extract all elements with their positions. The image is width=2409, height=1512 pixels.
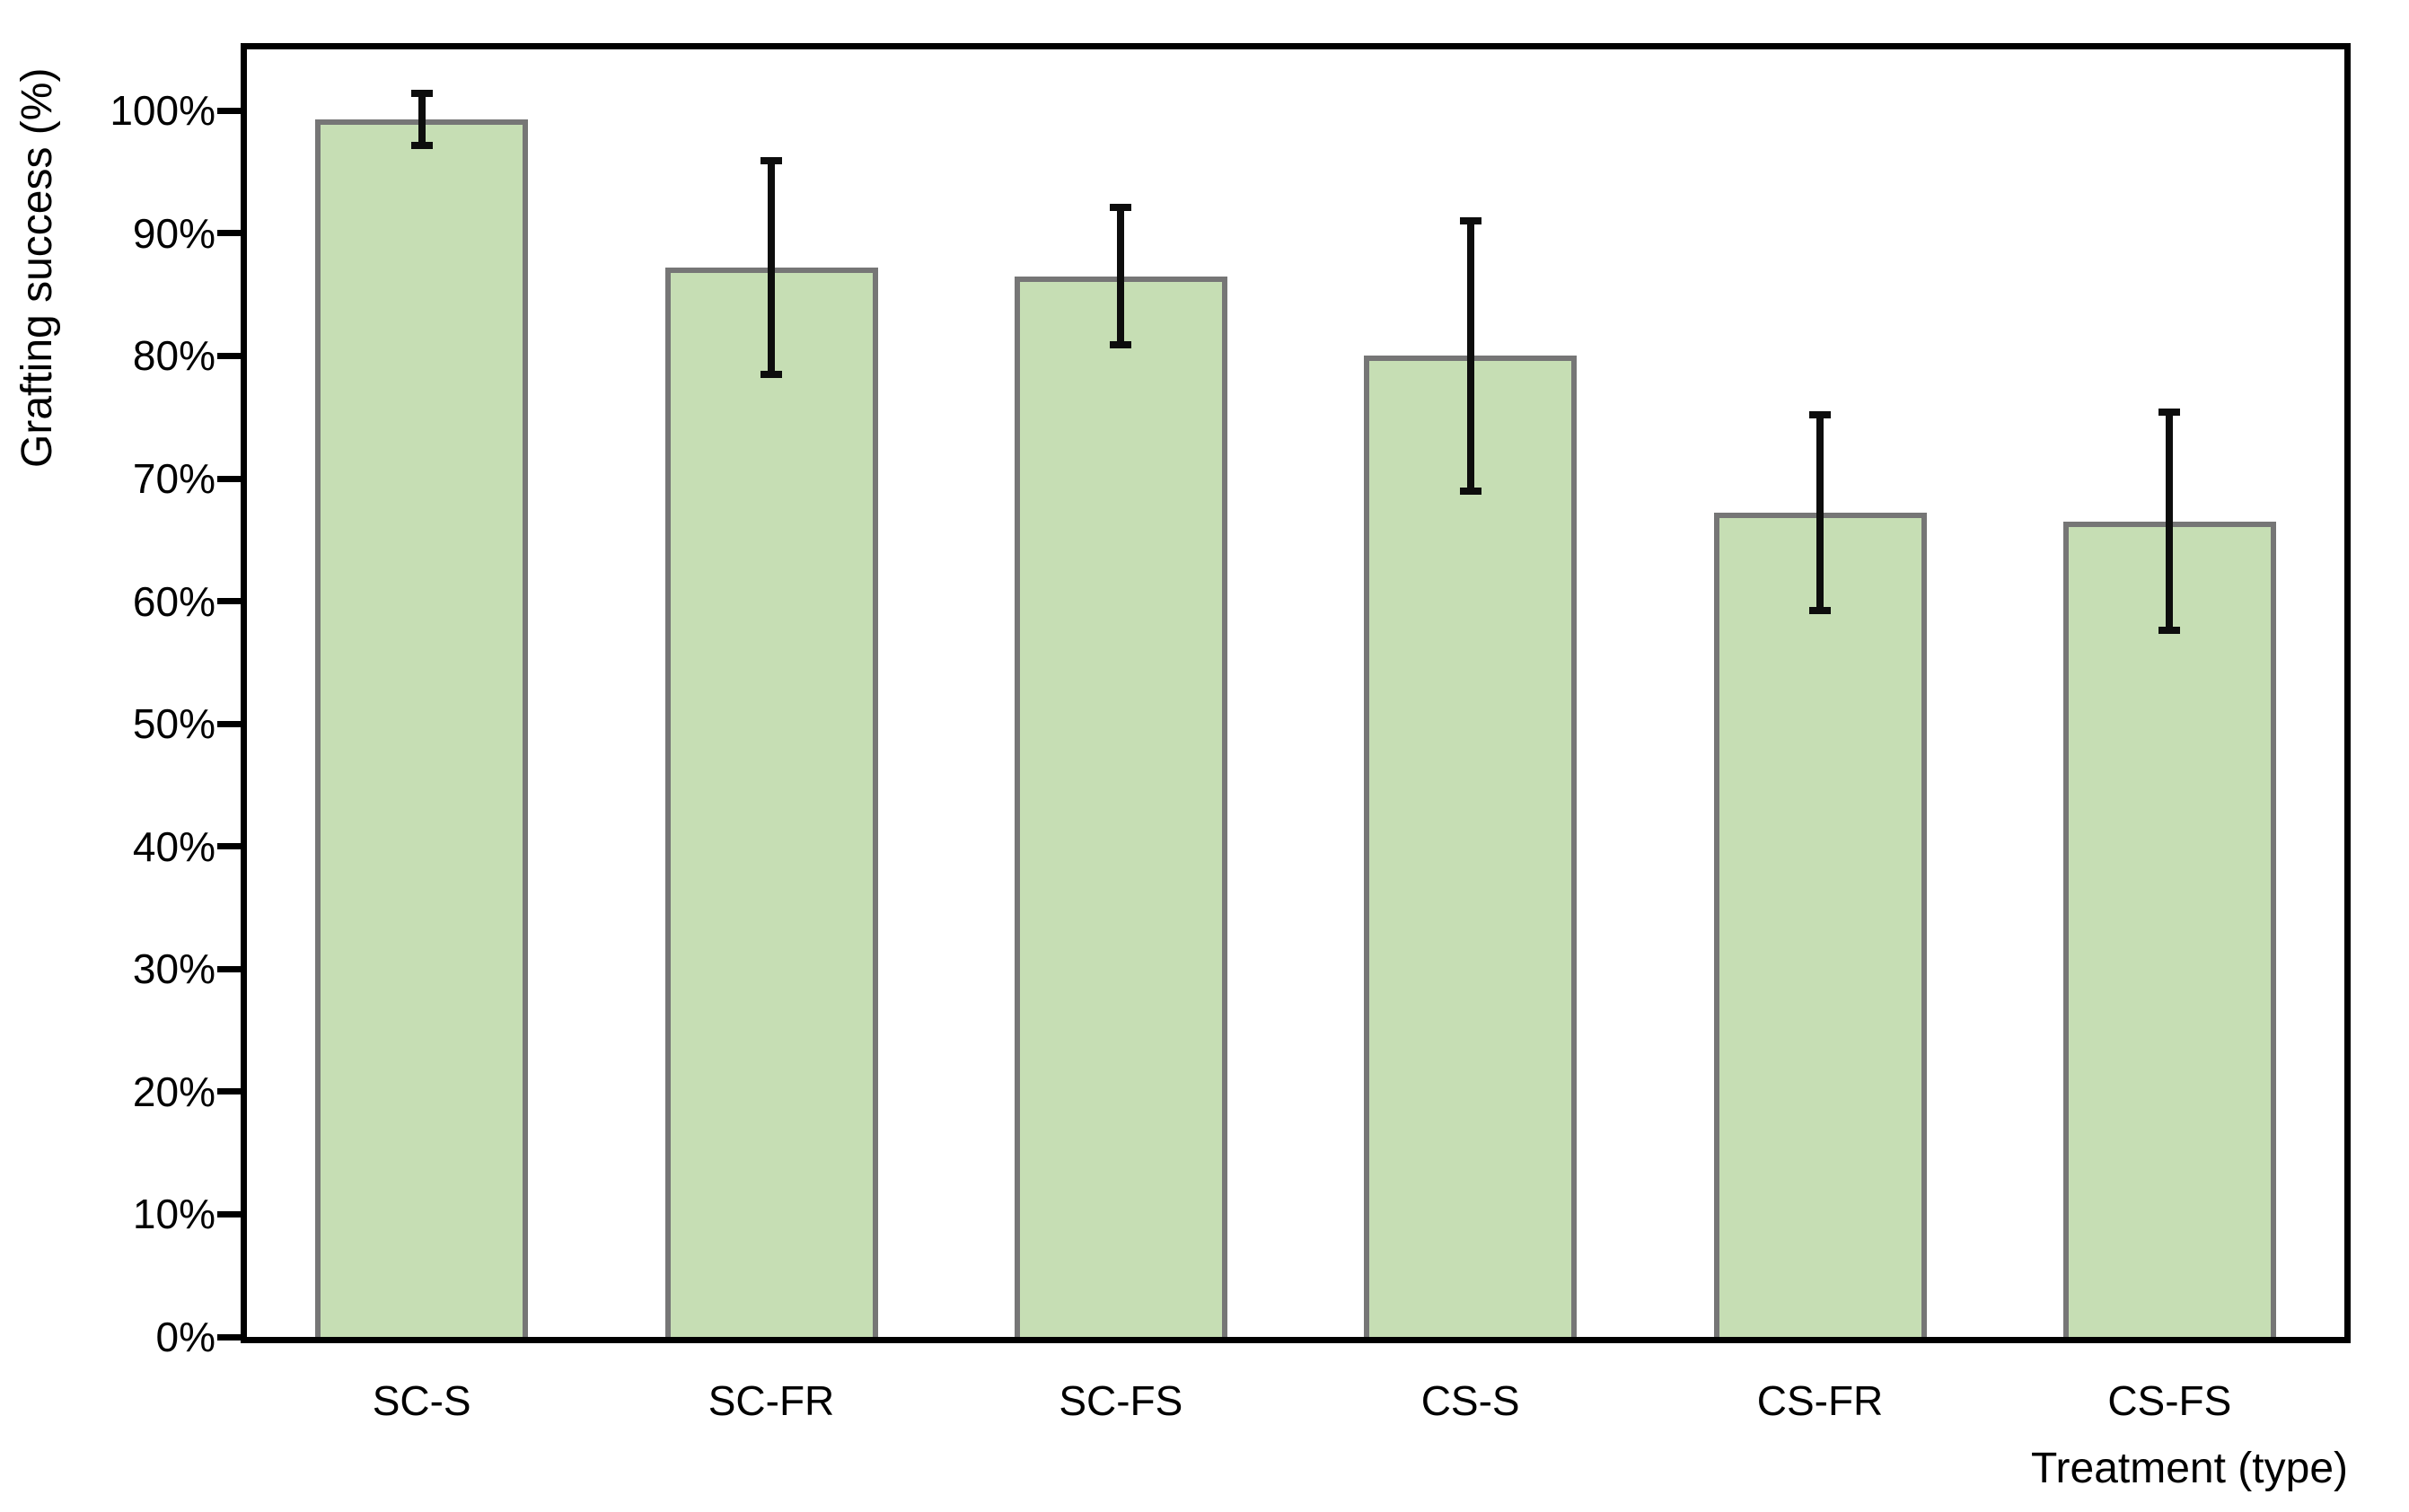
y-axis-tick bbox=[217, 843, 241, 850]
y-axis-tick bbox=[217, 598, 241, 605]
y-axis-tick-label: 50% bbox=[132, 700, 215, 748]
error-bar-line bbox=[2166, 412, 2174, 631]
y-axis-tick bbox=[217, 352, 241, 359]
plot-area bbox=[241, 43, 2351, 1343]
bar-cs-s bbox=[1364, 356, 1578, 1337]
error-bar-cap-bottom bbox=[410, 141, 433, 149]
x-axis-category-label: CS-FR bbox=[1756, 1377, 1884, 1424]
y-axis-tick bbox=[217, 230, 241, 237]
y-axis-tick bbox=[217, 1210, 241, 1218]
error-bar-line bbox=[1466, 221, 1474, 491]
x-axis-category-label: SC-FR bbox=[708, 1377, 835, 1424]
y-axis-tick bbox=[217, 107, 241, 114]
y-axis-tick-label: 40% bbox=[132, 822, 215, 870]
y-axis-tick-label: 10% bbox=[132, 1191, 215, 1238]
y-axis-tick bbox=[217, 720, 241, 727]
x-axis-title: Treatment (type) bbox=[2031, 1445, 2348, 1492]
error-bar-cap-bottom bbox=[761, 370, 782, 378]
y-axis-tick-label: 30% bbox=[132, 945, 215, 993]
error-bar-cap-top bbox=[1809, 410, 1831, 418]
y-axis-tick-label: 0% bbox=[155, 1314, 215, 1360]
y-axis-tick bbox=[217, 1333, 241, 1341]
error-bar-cap-top bbox=[761, 157, 782, 165]
error-bar-line bbox=[1816, 414, 1824, 611]
y-axis-tick-label: 70% bbox=[132, 455, 215, 502]
y-axis-tick bbox=[217, 1088, 241, 1095]
error-bar-cap-top bbox=[410, 90, 433, 98]
x-axis-category-label: SC-FS bbox=[1059, 1377, 1183, 1424]
y-axis-tick-label: 100% bbox=[110, 87, 215, 135]
error-bar-line bbox=[768, 161, 775, 374]
bar-sc-fs bbox=[1014, 276, 1227, 1337]
x-axis-category-label: SC-S bbox=[372, 1377, 471, 1424]
x-axis-category-label: CS-FS bbox=[2107, 1377, 2232, 1424]
bar-sc-s bbox=[315, 119, 529, 1337]
error-bar-cap-top bbox=[1110, 204, 1132, 212]
y-axis-tick-label: 80% bbox=[132, 332, 215, 380]
error-bar-cap-top bbox=[1459, 217, 1481, 225]
error-bar-cap-bottom bbox=[1809, 607, 1831, 615]
y-axis-tick-label: 90% bbox=[132, 209, 215, 257]
error-bar-cap-top bbox=[2158, 409, 2181, 417]
x-axis-category-label: CS-S bbox=[1420, 1377, 1520, 1424]
bar-sc-fr bbox=[664, 268, 878, 1337]
y-axis-tick bbox=[217, 475, 241, 482]
error-bar-cap-bottom bbox=[1459, 487, 1481, 495]
y-axis-tick-label: 60% bbox=[132, 577, 215, 625]
error-bar-line bbox=[418, 93, 426, 145]
error-bar-line bbox=[1117, 207, 1125, 346]
error-bar-cap-bottom bbox=[2158, 627, 2181, 635]
y-axis-tick bbox=[217, 965, 241, 972]
bar-cs-fr bbox=[1713, 513, 1927, 1337]
error-bar-cap-bottom bbox=[1110, 341, 1132, 349]
bar-cs-fs bbox=[2062, 521, 2276, 1337]
y-axis-tick-label: 20% bbox=[132, 1068, 215, 1115]
